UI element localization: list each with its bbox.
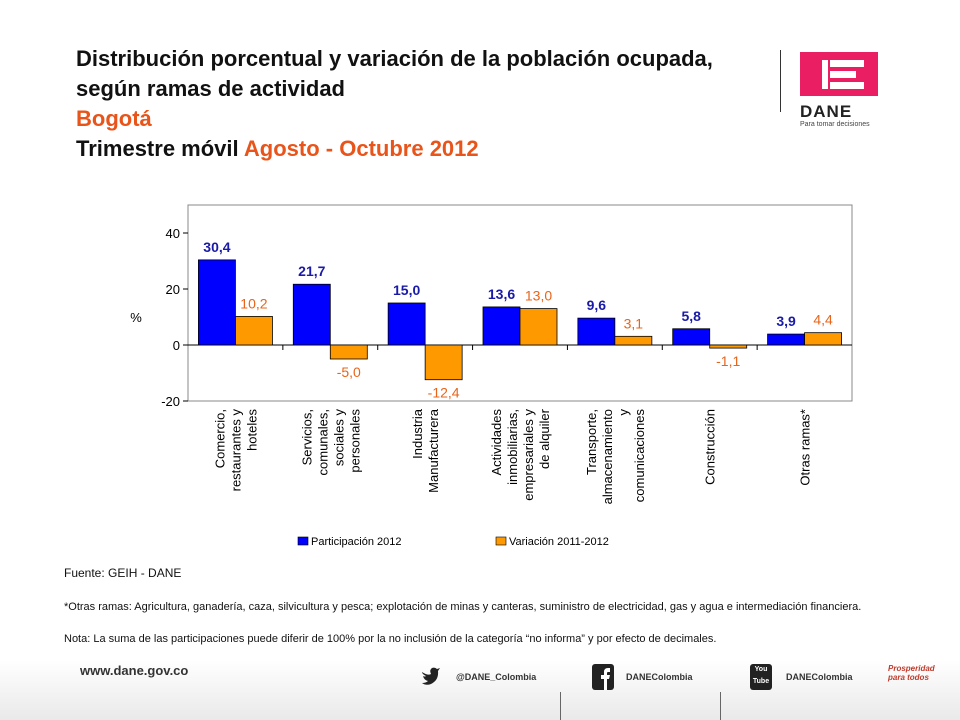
bar [235, 316, 273, 346]
legend-label: Participación 2012 [311, 536, 402, 548]
logo-separator [780, 50, 781, 112]
data-label: 5,8 [681, 308, 701, 324]
bar [387, 302, 426, 346]
data-label: 13,6 [488, 286, 515, 302]
youtube-icon[interactable]: You Tube [750, 664, 772, 690]
prosperidad-logo: Prosperidad para todos [888, 664, 935, 682]
city-title: Bogotá [76, 106, 152, 131]
bar [767, 333, 805, 346]
data-label: -12,4 [428, 385, 460, 401]
youtube-handle[interactable]: DANEColombia [786, 672, 853, 682]
facebook-icon[interactable] [592, 664, 614, 690]
data-label: 3,9 [776, 313, 796, 329]
period-value: Agosto - Octubre 2012 [243, 136, 479, 161]
data-label: 13,0 [525, 288, 552, 304]
data-label: 15,0 [393, 282, 420, 298]
title-line-2: según ramas de actividad [76, 76, 345, 101]
data-label: 4,4 [813, 312, 833, 328]
otras-ramas-note: *Otras ramas: Agricultura, ganadería, ca… [64, 601, 862, 613]
y-tick-label: 40 [166, 226, 180, 241]
bar [424, 344, 463, 381]
y-tick-label: 20 [166, 282, 180, 297]
footer-divider [560, 692, 561, 720]
legend-label: Variación 2011-2012 [509, 536, 609, 548]
source-note: Fuente: GEIH - DANE [64, 566, 182, 580]
x-tick-label: Actividadesinmobiliarias,empresariales y… [489, 408, 552, 500]
dane-logo-icon [800, 52, 878, 96]
bar [519, 308, 558, 346]
legend-swatch [495, 536, 507, 546]
bar [804, 332, 842, 346]
bar [292, 283, 331, 346]
period-title: Trimestre móvil Agosto - Octubre 2012 [76, 134, 776, 164]
data-label: 30,4 [203, 239, 230, 255]
legend-swatch [297, 536, 309, 546]
website-link[interactable]: www.dane.gov.co [80, 663, 189, 678]
title-block: Distribución porcentual y variación de l… [76, 44, 776, 164]
bar-chart: -20 0 20 40% 30,4 21,7 15,0 13,6 9,6 5,8 3,9 10,2 -5… [130, 204, 853, 548]
data-label: 10,2 [240, 295, 267, 311]
bar [198, 259, 236, 346]
x-tick-label: Comercio,restaurantes yhoteles [212, 409, 259, 492]
x-tick-label: Otras ramas* [798, 409, 813, 486]
decimals-note: Nota: La suma de las participaciones pue… [64, 633, 717, 645]
x-tick-label: Construcción [703, 409, 718, 485]
bar [614, 335, 653, 346]
data-label: -5,0 [337, 364, 361, 380]
x-tick-label: Transporte,almacenamientoycomunicaciones [584, 409, 647, 505]
title-line-1: Distribución porcentual y variación de l… [76, 46, 713, 71]
bar [672, 328, 711, 346]
bar [577, 317, 616, 346]
y-tick-label: 0 [173, 338, 180, 353]
footer-divider [720, 692, 721, 720]
y-tick-label: -20 [161, 394, 180, 409]
dane-logo-tagline: Para tomar decisiones [800, 121, 870, 128]
twitter-handle[interactable]: @DANE_Colombia [456, 672, 537, 682]
x-tick-label: Servicios,comunales,sociales ypersonales [299, 409, 362, 476]
plot-area [187, 204, 853, 402]
bar [709, 344, 748, 349]
data-label: 3,1 [624, 315, 644, 331]
data-label: -1,1 [716, 353, 740, 369]
dane-logo-text: DANE [800, 102, 853, 121]
bar [329, 344, 368, 360]
bar [482, 306, 521, 346]
data-label: 9,6 [587, 297, 607, 313]
period-prefix: Trimestre móvil [76, 136, 244, 161]
footer [0, 660, 960, 720]
twitter-icon[interactable] [420, 664, 442, 690]
data-label: 21,7 [298, 263, 325, 279]
y-axis-label: % [130, 310, 142, 325]
facebook-handle[interactable]: DANEColombia [626, 672, 693, 682]
x-tick-label: IndustriaManufacturera [410, 408, 441, 493]
